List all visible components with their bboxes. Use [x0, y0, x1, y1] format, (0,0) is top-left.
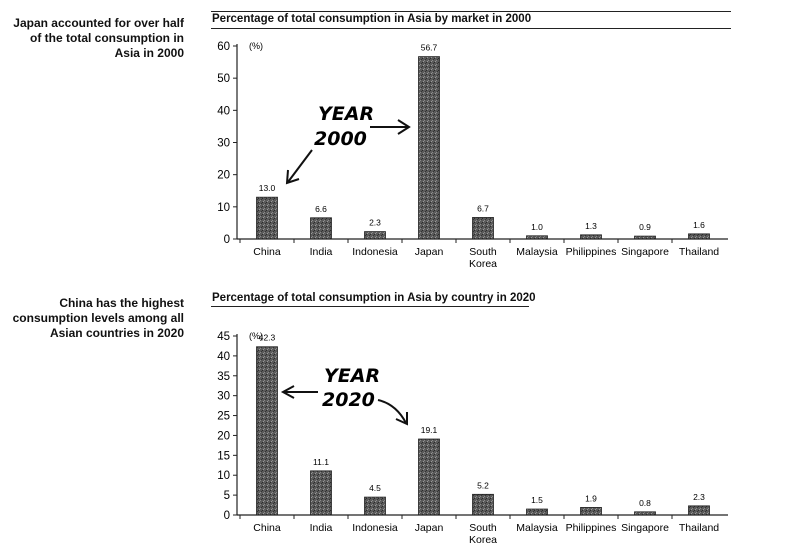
chart-2000: 0 10 20 30 40 50 60 (%) 13.0 China 6.6 India 2.3 Indo…: [217, 41, 728, 270]
value-label: 1.0: [531, 222, 543, 232]
title-rule-top-1: [211, 11, 731, 12]
bar-china: [256, 346, 278, 516]
annotation-2020-line1: YEAR: [324, 365, 380, 387]
bar-singapore: [634, 511, 656, 516]
y-tick-label: 60: [217, 41, 230, 53]
y-tick-label: 45: [217, 331, 230, 343]
value-label: 0.8: [639, 498, 651, 508]
bar-japan: [418, 438, 440, 516]
category-label-line1: South: [469, 522, 497, 534]
bar-thailand: [688, 233, 710, 240]
value-label: 13.0: [259, 183, 276, 193]
category-label-line2: Korea: [469, 534, 497, 546]
category-label: Thailand: [679, 522, 719, 534]
y-tick-label: 0: [224, 234, 230, 246]
y-tick-label: 10: [217, 202, 230, 214]
y-tick-label: 0: [224, 510, 230, 522]
value-label: 42.3: [259, 333, 276, 343]
bar-india: [310, 470, 332, 516]
value-label: 56.7: [421, 43, 438, 53]
bar-thailand: [688, 505, 710, 516]
value-label: 4.5: [369, 483, 381, 493]
value-label: 11.1: [313, 457, 329, 467]
category-label: China: [253, 246, 281, 258]
category-label: Japan: [415, 246, 444, 258]
side-note-2000: Japan accounted for over half of the tot…: [13, 16, 184, 60]
category-label: Philippines: [566, 522, 617, 534]
bar-malaysia: [526, 508, 548, 516]
y-tick-label: 40: [217, 105, 230, 117]
value-label: 5.2: [477, 480, 489, 490]
value-label: 1.6: [693, 220, 705, 230]
category-label: Singapore: [621, 522, 669, 534]
title-rule-bottom-2: [211, 306, 529, 307]
annotation-2000-line1: YEAR: [318, 103, 374, 125]
value-label: 6.6: [315, 204, 327, 214]
bar-philippines: [580, 234, 602, 240]
bar-china: [256, 196, 278, 240]
y-unit-label: (%): [249, 331, 263, 341]
y-tick-label: 30: [217, 138, 230, 150]
category-label: Malaysia: [516, 522, 558, 534]
category-label: India: [310, 522, 333, 534]
bar-south-korea: [472, 493, 494, 516]
category-label-line2: Korea: [469, 258, 497, 270]
value-label: 1.9: [585, 493, 597, 503]
chart-2020: 0 5 10 15 20 25 30 35 40 45 (%)42.3 China 11.1 India 4…: [217, 331, 728, 546]
y-tick-label: 40: [217, 351, 230, 363]
category-label: Indonesia: [352, 522, 398, 534]
category-label-line1: South: [469, 246, 497, 258]
side-note-2020: China has the highest consumption levels…: [12, 296, 184, 340]
value-label: 1.5: [531, 495, 543, 505]
annotation-year-2000: YEAR 2000: [285, 103, 411, 185]
annotation-2020-line2: 2020: [322, 389, 375, 411]
title-rule-bottom-1: [211, 28, 731, 29]
category-label: Thailand: [679, 246, 719, 258]
value-label: 19.1: [421, 425, 438, 435]
chart-title-2000: Percentage of total consumption in Asia …: [212, 13, 532, 25]
category-label: India: [310, 246, 333, 258]
bar-malaysia: [526, 235, 548, 240]
y-tick-label: 50: [217, 73, 230, 85]
y-tick-label: 20: [217, 430, 230, 442]
annotation-2000-line2: 2000: [314, 128, 367, 150]
bar-japan: [418, 56, 440, 240]
category-label: Singapore: [621, 246, 669, 258]
bar-south-korea: [472, 217, 494, 240]
value-label: 2.3: [693, 492, 705, 502]
category-label: Indonesia: [352, 246, 398, 258]
y-tick-label: 35: [217, 371, 230, 383]
annotation-year-2020: YEAR 2020: [280, 365, 408, 426]
category-label: Malaysia: [516, 246, 558, 258]
y-tick-label: 30: [217, 391, 230, 403]
arrow-to-japan-2020-icon: [377, 399, 408, 426]
bar-singapore: [634, 235, 656, 240]
bar-indonesia: [364, 496, 386, 516]
value-label: 1.3: [585, 221, 597, 231]
bar-philippines: [580, 507, 602, 516]
category-label: China: [253, 522, 281, 534]
y-unit-label: (%): [249, 41, 263, 51]
y-tick-label: 25: [217, 411, 230, 423]
arrow-to-china-icon: [285, 149, 313, 185]
chart-title-2020: Percentage of total consumption in Asia …: [212, 292, 536, 304]
y-tick-label: 20: [217, 170, 230, 182]
arrow-to-japan-icon: [370, 119, 411, 135]
arrow-to-china-2020-icon: [280, 385, 318, 399]
value-label: 0.9: [639, 222, 651, 232]
y-tick-label: 10: [217, 470, 230, 482]
value-label: 6.7: [477, 203, 489, 213]
category-label: Philippines: [566, 246, 617, 258]
value-label: 2.3: [369, 218, 381, 228]
category-label: Japan: [415, 522, 444, 534]
bar-indonesia: [364, 231, 386, 240]
bar-india: [310, 217, 332, 240]
y-tick-label: 15: [217, 450, 230, 462]
y-tick-label: 5: [224, 490, 230, 502]
